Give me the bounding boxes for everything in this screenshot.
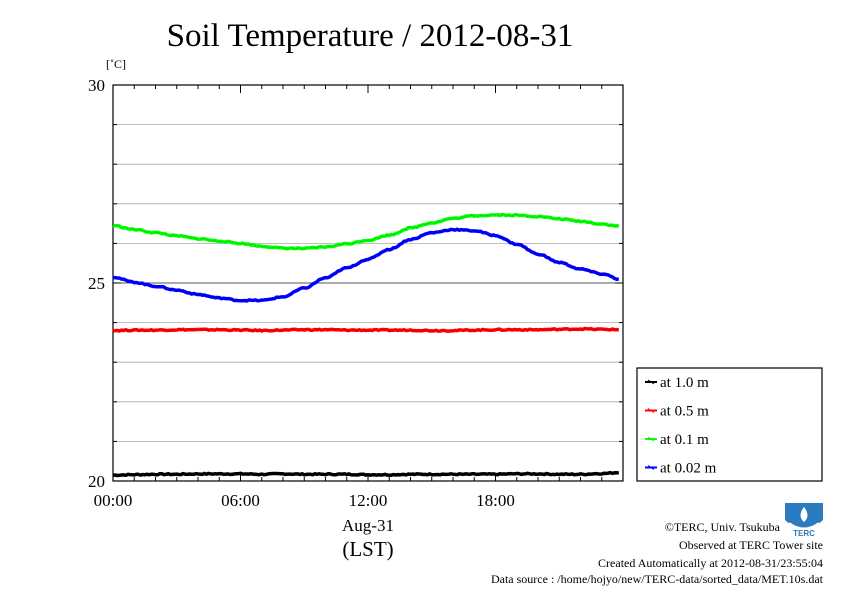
legend-label: at 0.02 m: [660, 461, 717, 477]
legend-item: at 1.0 m: [645, 375, 709, 391]
legend-swatch-marker: [647, 465, 655, 470]
series-line: [112, 212, 620, 251]
terc-logo-text: TERC: [793, 529, 815, 538]
x-axis-timezone-label: (LST): [342, 537, 393, 561]
observed-text: Observed at TERC Tower site: [679, 538, 823, 552]
x-tick-label: 18:00: [476, 491, 515, 510]
grid-lines: [113, 124, 623, 442]
tick-labels: 20 25 30 00:00 06:00 12:00 18:00: [88, 76, 515, 510]
series-line: [112, 470, 620, 478]
legend-box: [636, 367, 823, 482]
x-tick-label: 06:00: [221, 491, 260, 510]
legend: at 1.0 m at 0.5 m at 0.1 m at 0.02 m: [636, 367, 823, 482]
y-tick-label: 20: [88, 472, 105, 491]
series-marker-trace: [113, 228, 619, 302]
x-tick-label: 00:00: [94, 491, 133, 510]
y-axis-unit: [˚C]: [106, 57, 126, 71]
series-lines: [112, 212, 620, 478]
data-source-text: Data source : /home/hojyo/new/TERC-data/…: [491, 572, 824, 586]
y-tick-label: 30: [88, 76, 105, 95]
legend-swatch-marker: [647, 436, 655, 442]
y-tick-label: 25: [88, 274, 105, 293]
series-marker-trace: [112, 328, 619, 332]
series-line: [113, 227, 619, 303]
x-axis-date-label: Aug-31: [342, 516, 394, 535]
series-marker-trace: [112, 214, 619, 250]
x-tick-label: 12:00: [349, 491, 388, 510]
legend-item: at 0.02 m: [645, 461, 717, 477]
legend-swatch-marker: [647, 408, 655, 413]
created-text: Created Automatically at 2012-08-31/23:5…: [598, 556, 823, 570]
legend-label: at 0.1 m: [660, 432, 709, 448]
copyright-text: ©TERC, Univ. Tsukuba: [665, 520, 781, 534]
series-line: [112, 326, 619, 333]
chart-title: Soil Temperature / 2012-08-31: [167, 18, 574, 54]
terc-logo: TERC: [785, 503, 823, 538]
legend-swatch-marker: [647, 379, 655, 385]
legend-item: at 0.1 m: [645, 432, 709, 448]
legend-label: at 1.0 m: [660, 375, 709, 391]
legend-label: at 0.5 m: [660, 404, 709, 420]
legend-item: at 0.5 m: [645, 404, 709, 420]
